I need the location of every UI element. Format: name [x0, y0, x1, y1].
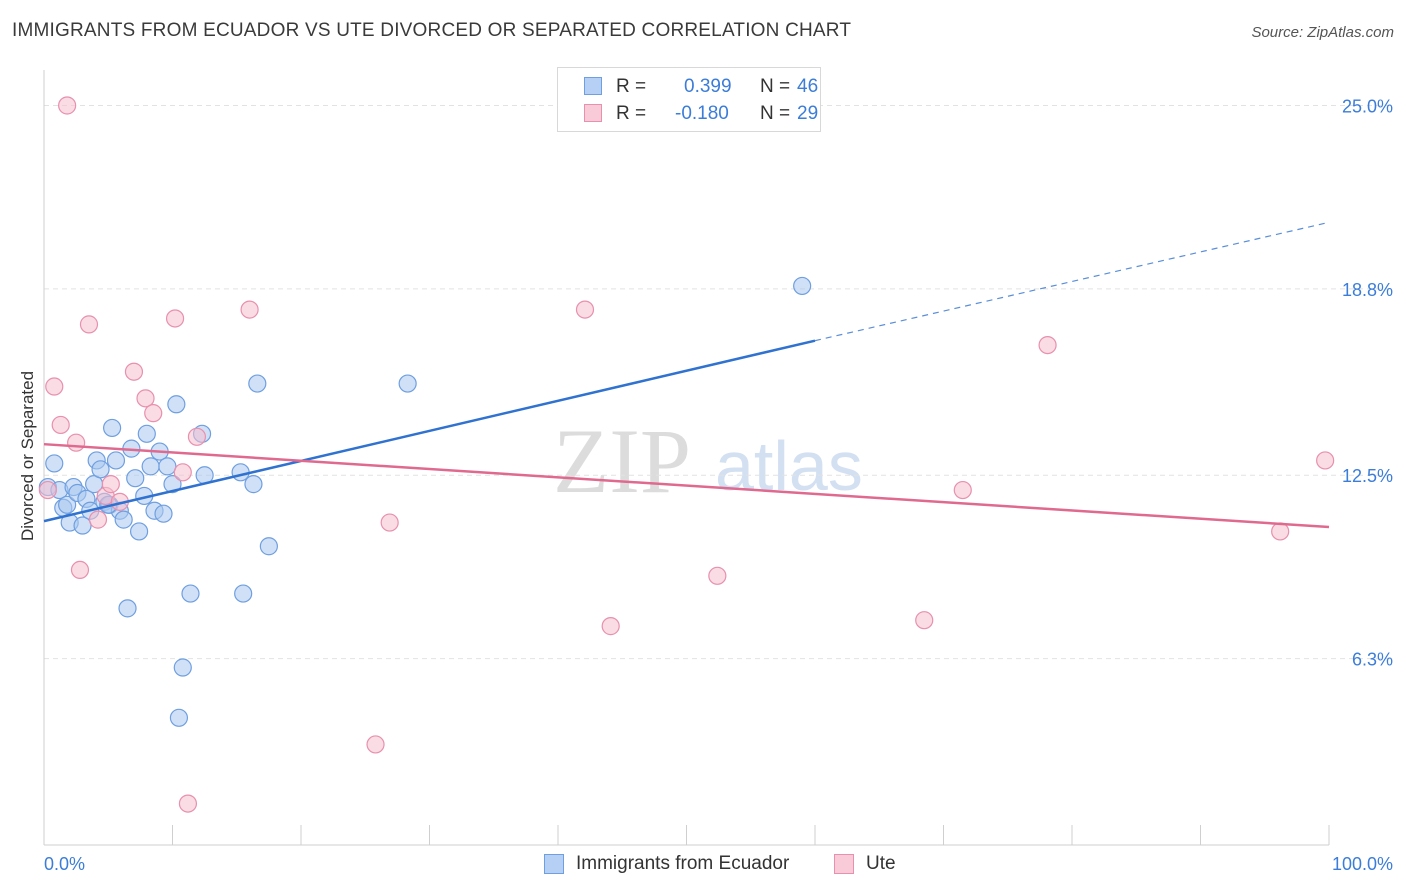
ecuador-point	[173, 658, 192, 677]
watermark-zip: ZIP	[553, 410, 691, 512]
ute-point	[79, 315, 99, 334]
ecuador-point	[126, 469, 145, 488]
ute-point	[45, 377, 64, 396]
ute-point	[953, 480, 972, 500]
ute-point	[1316, 451, 1335, 470]
ecuador-point	[118, 599, 137, 618]
ute-point	[165, 309, 185, 328]
ute-point	[67, 433, 86, 452]
ecuador-point	[167, 395, 186, 414]
ecuador-point	[45, 454, 64, 473]
ute-point	[101, 475, 120, 494]
bottom-legend-swatch-pink	[834, 854, 854, 874]
legend-n-value: 46	[797, 76, 819, 97]
ute-point	[187, 427, 207, 446]
y-tick-label: 6.3%	[1352, 650, 1393, 670]
bottom-legend-swatch-blue	[544, 854, 564, 874]
chart-title: IMMIGRANTS FROM ECUADOR VS UTE DIVORCED …	[12, 20, 852, 41]
axes	[43, 70, 1330, 846]
ecuador-point	[158, 457, 177, 476]
ecuador-point	[58, 495, 77, 514]
ecuador-point	[398, 374, 417, 393]
ecuador-point	[248, 374, 267, 393]
bottom-legend-label: Immigrants from Ecuador	[576, 853, 790, 874]
stats-legend: R = 0.399 N = 46 R = -0.180 N = 29	[557, 67, 821, 132]
ute-point	[136, 389, 155, 408]
watermark: ZIP atlas	[553, 410, 863, 512]
ecuador-point	[244, 475, 263, 494]
ute-point	[58, 96, 77, 115]
ute-trendline	[43, 442, 1330, 529]
ute-point	[575, 300, 595, 319]
ecuador-point	[793, 276, 812, 296]
ecuador-point	[169, 708, 189, 727]
ute-point	[51, 415, 70, 435]
ecuador-point	[114, 510, 133, 529]
tick-labels: 6.3% 12.5% 18.8% 25.0% 0.0% 100.0%	[44, 96, 1393, 874]
y-tick-label: 12.5%	[1342, 466, 1393, 486]
ute-point	[240, 300, 259, 319]
ute-point	[124, 362, 144, 381]
ecuador-point	[141, 457, 160, 476]
bottom-legend-label: Ute	[866, 853, 896, 874]
legend-n-label: N =	[760, 76, 791, 97]
source-label: Source: ZipAtlas.com	[1251, 24, 1394, 41]
legend-swatch-pink	[584, 104, 602, 122]
ecuador-point	[73, 516, 92, 535]
ecuador-point	[259, 537, 278, 556]
ecuador-point	[137, 424, 156, 443]
ecuador-trendline-extension	[814, 221, 1330, 342]
data-points	[38, 96, 1335, 813]
ute-point	[1038, 335, 1057, 355]
ute-point	[70, 560, 90, 580]
ecuador-point	[234, 584, 253, 603]
ute-point	[88, 510, 108, 529]
ute-point	[144, 404, 163, 423]
legend-r-label: R =	[616, 76, 647, 97]
ecuador-trendline	[43, 339, 816, 523]
ute-point	[708, 566, 727, 585]
ute-point	[915, 611, 934, 630]
ecuador-point	[106, 451, 126, 470]
y-tick-label: 25.0%	[1342, 96, 1393, 116]
legend-swatch-blue	[584, 77, 602, 95]
legend-n-label: N =	[760, 103, 791, 124]
legend-n-value: 29	[797, 103, 819, 124]
ecuador-point	[103, 418, 122, 438]
x-tick-label: 100.0%	[1332, 854, 1393, 874]
ecuador-point	[129, 522, 149, 541]
legend-r-value: 0.399	[684, 76, 732, 97]
legend-r-label: R =	[616, 103, 647, 124]
trend-lines	[43, 221, 1330, 529]
ecuador-point	[163, 475, 182, 494]
ute-point	[601, 617, 620, 636]
ute-point	[366, 735, 385, 754]
ecuador-point	[91, 460, 110, 479]
ute-point	[173, 463, 192, 482]
ute-point	[178, 794, 198, 813]
ecuador-point	[181, 584, 200, 603]
ecuador-point	[154, 504, 173, 523]
x-tick-label: 0.0%	[44, 854, 85, 874]
ute-point	[380, 513, 399, 532]
y-tick-label: 18.8%	[1342, 280, 1393, 300]
legend-r-value: -0.180	[675, 103, 729, 124]
ute-point	[38, 480, 57, 500]
